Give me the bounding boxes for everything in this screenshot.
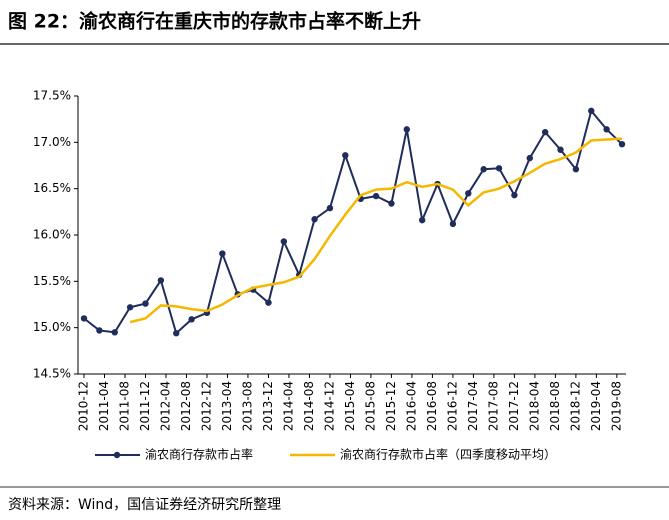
- point: [572, 166, 580, 173]
- y-tick-label: 15.0%: [33, 320, 71, 334]
- point: [618, 140, 626, 148]
- point: [388, 200, 395, 207]
- point: [418, 216, 426, 224]
- point: [495, 165, 503, 172]
- point: [465, 190, 472, 197]
- point: [588, 107, 595, 115]
- y-tick-label: 15.5%: [33, 274, 71, 288]
- point: [126, 304, 134, 311]
- point: [449, 220, 457, 228]
- y-tick-label: 17.0%: [33, 135, 71, 149]
- point: [526, 154, 533, 162]
- x-tick-label: 2010-12: [77, 381, 91, 431]
- point: [326, 204, 334, 212]
- point: [265, 299, 272, 306]
- x-tick-label: 2017-04: [466, 381, 480, 431]
- x-tick-label: 2019-08: [609, 381, 623, 431]
- x-tick-label: 2016-08: [425, 381, 439, 431]
- point: [342, 152, 349, 159]
- x-tick-label: 2013-08: [240, 381, 254, 431]
- x-tick-label: 2011-08: [117, 381, 131, 431]
- point: [541, 128, 549, 136]
- x-tick-label: 2019-04: [589, 381, 603, 431]
- source: 资料来源：Wind，国信证券经济研究所整理: [8, 497, 281, 513]
- point: [403, 126, 410, 133]
- point: [173, 330, 180, 337]
- x-tick-label: 2013-12: [261, 381, 275, 431]
- chart-title: 图 22：渝农商行在重庆市的存款市占率不断上升: [8, 10, 421, 33]
- point: [219, 250, 226, 257]
- point: [372, 192, 380, 200]
- x-tick-label: 2016-12: [445, 381, 459, 431]
- point: [80, 315, 88, 322]
- point: [142, 300, 149, 307]
- legend-label: 渝农商行存款市占率: [145, 447, 253, 462]
- x-tick-label: 2015-04: [343, 381, 357, 431]
- x-tick-label: 2014-04: [281, 381, 295, 431]
- x-tick-label: 2012-12: [199, 381, 213, 431]
- x-tick-label: 2011-04: [97, 381, 111, 431]
- point: [511, 191, 518, 199]
- point: [157, 277, 165, 284]
- point: [96, 327, 103, 334]
- y-tick-label: 17.5%: [33, 89, 71, 103]
- x-tick-label: 2012-08: [179, 381, 193, 431]
- x-tick-label: 2016-04: [404, 381, 418, 431]
- x-tick-label: 2013-04: [220, 381, 234, 431]
- x-tick-label: 2018-08: [548, 381, 562, 431]
- point: [188, 316, 195, 323]
- y-tick-label: 16.0%: [33, 228, 71, 242]
- x-tick-label: 2012-04: [158, 381, 172, 431]
- y-tick-label: 16.5%: [33, 181, 71, 195]
- point: [280, 238, 288, 245]
- point: [111, 329, 118, 336]
- x-tick-label: 2017-12: [507, 381, 521, 431]
- x-tick-label: 2015-08: [363, 381, 377, 431]
- series-line: [129, 137, 623, 324]
- point: [480, 166, 487, 173]
- x-tick-label: 2015-12: [384, 381, 398, 431]
- point: [557, 146, 564, 153]
- x-tick-label: 2011-12: [138, 381, 152, 431]
- legend-marker: [113, 451, 121, 459]
- x-tick-label: 2018-04: [527, 381, 541, 431]
- x-tick-label: 2014-08: [302, 381, 316, 431]
- x-tick-label: 2017-08: [486, 381, 500, 431]
- y-tick-label: 14.5%: [33, 367, 71, 381]
- x-tick-label: 2018-12: [568, 381, 582, 431]
- series-line: [83, 108, 623, 336]
- x-tick-label: 2014-12: [322, 381, 336, 431]
- point: [311, 216, 318, 223]
- point: [603, 126, 610, 133]
- legend-label: 渝农商行存款市占率（四季度移动平均）: [340, 447, 556, 462]
